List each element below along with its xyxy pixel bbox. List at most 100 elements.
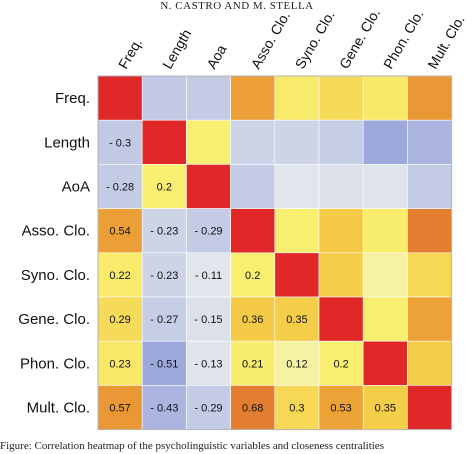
- cell-value-label: 0.35: [375, 403, 396, 415]
- cell-value-label: 0.57: [109, 403, 130, 415]
- heatmap-cell-r1-c8: [407, 75, 452, 121]
- heatmap-cell-r2-c3: [186, 119, 231, 165]
- heatmap-cell-r5-c7: [362, 252, 408, 298]
- column-labels: Freq. Length Aoa Asso. Clo.Syno. Clo.Gene. …: [115, 6, 468, 72]
- cell-value-label: 0.2: [157, 182, 172, 194]
- cell-value-label: 0.35: [286, 314, 307, 326]
- heatmap-cell-labels: - 0.3 - 0.28 0.2 0.54 - 0.23 - 0.29 0.22 - 0.23…: [106, 137, 396, 414]
- row-label: Phon. Clo.: [20, 355, 90, 372]
- cell-value-label: - 0.27: [150, 314, 178, 326]
- row-label: Freq.: [55, 90, 90, 107]
- heatmap-cell-r8-c6: [318, 385, 364, 430]
- heatmap-cell-r7-c7: [362, 340, 408, 386]
- heatmap-cell-r1-c7: [362, 75, 408, 121]
- row-labels: Freq. Length AoA Asso. Clo. Syno. Clo. Gene. …: [18, 90, 90, 416]
- row-label: Gene. Clo.: [18, 311, 90, 328]
- heatmap-cell-r6-c7: [362, 296, 408, 342]
- heatmap-cell-r6-c8: [407, 296, 452, 342]
- cell-value-label: - 0.3: [109, 137, 131, 149]
- heatmap-cell-r1-c4: [230, 75, 276, 121]
- heatmap-cell-r4-c4: [230, 208, 276, 254]
- column-label: Mult. Clo.: [424, 12, 467, 71]
- heatmap-cell-r4-c6: [318, 208, 364, 254]
- column-label: Phon. Clo.: [380, 7, 427, 72]
- heatmap-cell-r6-c2: [141, 296, 187, 342]
- heatmap-cell-r2-c7: [362, 119, 408, 165]
- heatmap-cell-r2-c2: [141, 119, 187, 165]
- row-label: AoA: [62, 179, 90, 196]
- cell-value-label: - 0.28: [106, 182, 134, 194]
- cell-value-label: - 0.23: [150, 226, 178, 238]
- heatmap-cell-r6-c4: [230, 296, 276, 342]
- cell-value-label: - 0.29: [194, 226, 222, 238]
- cell-value-label: - 0.15: [194, 314, 222, 326]
- heatmap-cell-r4-c3: [186, 208, 231, 254]
- column-label: Gene. Clo.: [336, 6, 383, 72]
- heatmap-cell-r1-c2: [141, 75, 187, 121]
- heatmap-cell-r6-c1: [97, 296, 143, 342]
- heatmap-cell-r4-c2: [141, 208, 187, 254]
- heatmap-cell-r8-c7: [362, 385, 408, 430]
- cell-value-label: 0.2: [333, 358, 348, 370]
- row-label: Mult. Clo.: [27, 400, 90, 417]
- cell-value-label: - 0.13: [194, 358, 222, 370]
- cell-value-label: 0.54: [109, 226, 130, 238]
- heatmap-cell-r3-c7: [362, 164, 408, 209]
- column-label: Asso. Clo.: [247, 8, 293, 71]
- heatmap-cell-r6-c3: [186, 296, 231, 342]
- cell-value-label: 0.12: [286, 358, 307, 370]
- heatmap-cell-r3-c8: [407, 164, 452, 209]
- heatmap-cell-r8-c8: [407, 385, 452, 430]
- heatmap-cell-r8-c3: [186, 385, 231, 430]
- correlation-heatmap: - 0.3 - 0.28 0.2 0.54 - 0.23 - 0.29 0.22 - 0.23…: [18, 6, 468, 431]
- cell-value-label: - 0.23: [150, 270, 178, 282]
- cell-value-label: - 0.43: [150, 403, 178, 415]
- heatmap-cells: [97, 75, 452, 430]
- figure-caption: Figure: Correlation heatmap of the psych…: [0, 440, 384, 452]
- heatmap-cell-r2-c4: [230, 119, 276, 165]
- heatmap-cell-r8-c4: [230, 385, 276, 430]
- heatmap-cell-r4-c7: [362, 208, 408, 254]
- heatmap-cell-r2-c6: [318, 119, 364, 165]
- column-label: Aoa: [203, 42, 229, 72]
- heatmap-cell-r3-c3: [186, 164, 231, 209]
- column-label: Length: [159, 26, 194, 71]
- heatmap-cell-r5-c1: [97, 252, 143, 298]
- cell-value-label: - 0.51: [150, 358, 178, 370]
- heatmap-cell-r6-c6: [318, 296, 364, 342]
- heatmap-cell-r1-c1: [97, 75, 143, 121]
- cell-value-label: 0.22: [109, 270, 130, 282]
- heatmap-cell-r5-c2: [141, 252, 187, 298]
- heatmap-cell-r7-c4: [230, 340, 276, 386]
- heatmap-cell-r8-c1: [97, 385, 143, 430]
- heatmap-cell-r3-c6: [318, 164, 364, 209]
- heatmap-cell-r1-c5: [274, 75, 320, 121]
- heatmap-cell-r3-c5: [274, 164, 320, 209]
- row-label: Asso. Clo.: [22, 223, 90, 240]
- cell-value-label: 0.3: [289, 403, 304, 415]
- heatmap-cell-r2-c8: [407, 119, 452, 165]
- heatmap-cell-r5-c8: [407, 252, 452, 298]
- heatmap-cell-r7-c3: [186, 340, 231, 386]
- heatmap-cell-r7-c8: [407, 340, 452, 386]
- cell-value-label: 0.53: [330, 403, 351, 415]
- cell-value-label: 0.68: [242, 403, 263, 415]
- heatmap-cell-r5-c3: [186, 252, 231, 298]
- heatmap-cell-r6-c5: [274, 296, 320, 342]
- page-header: N. CASTRO AND M. STELLA: [160, 0, 314, 12]
- column-label: Syno. Clo.: [292, 8, 338, 72]
- cell-value-label: 0.21: [242, 358, 263, 370]
- cell-value-label: - 0.11: [195, 270, 222, 282]
- heatmap-frame: [97, 75, 453, 431]
- cell-value-label: 0.36: [242, 314, 263, 326]
- cell-value-label: 0.2: [245, 270, 260, 282]
- heatmap-cell-r3-c4: [230, 164, 276, 209]
- heatmap-cell-r5-c5: [274, 252, 320, 298]
- cell-value-label: 0.23: [109, 358, 130, 370]
- heatmap-cell-r4-c8: [407, 208, 452, 254]
- cell-value-label: 0.29: [109, 314, 130, 326]
- heatmap-cell-r1-c6: [318, 75, 364, 121]
- heatmap-cell-r2-c5: [274, 119, 320, 165]
- row-label: Syno. Clo.: [21, 267, 90, 284]
- heatmap-cell-r5-c6: [318, 252, 364, 298]
